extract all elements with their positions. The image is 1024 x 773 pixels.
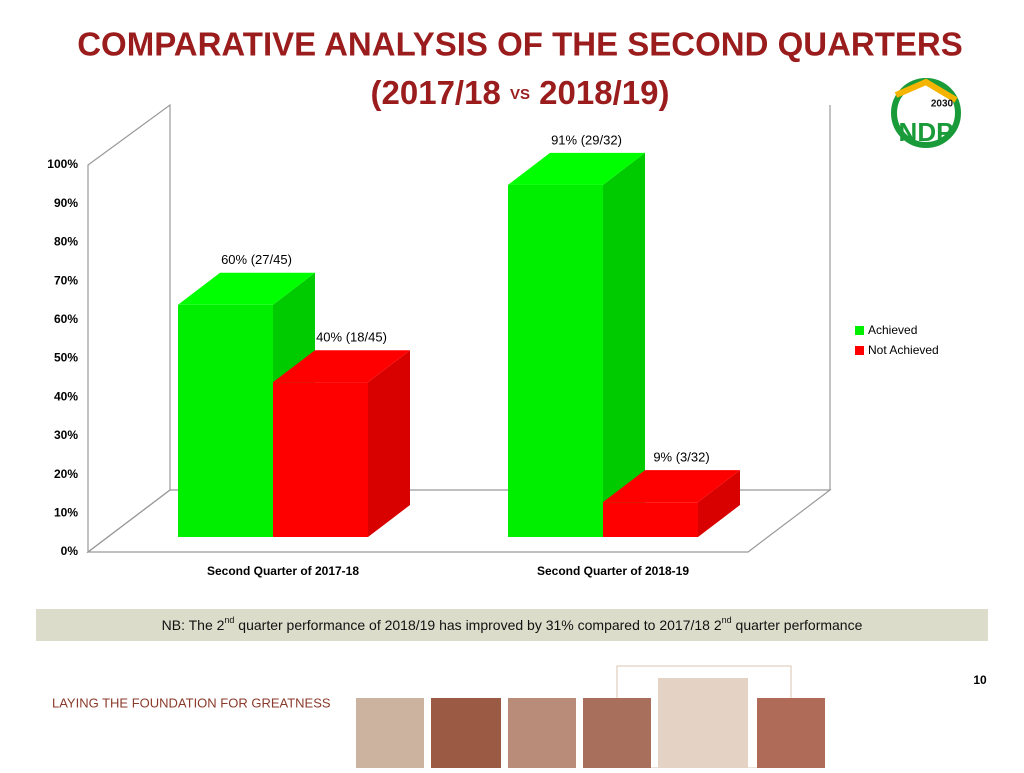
bar [603, 502, 698, 537]
note-sup: nd [224, 615, 234, 625]
chart-frame [86, 103, 832, 554]
logo-text: NDP [899, 117, 954, 147]
footer-images [356, 665, 825, 769]
title-line: COMPARATIVE ANALYSIS OF THE SECOND QUART… [77, 26, 963, 63]
footer-image [508, 698, 576, 768]
note-box [36, 609, 988, 641]
bar-top [508, 152, 645, 185]
title-part: (2017/18 [371, 74, 501, 111]
legend-label: Achieved [868, 323, 917, 337]
value-label: 9% (3/32) [653, 450, 709, 465]
note-text: quarter performance of 2018/19 has impro… [234, 617, 721, 633]
page-number: 10 [973, 673, 987, 687]
footer: LAYING THE FOUNDATION FOR GREATNESS [52, 695, 331, 710]
legend-swatch [855, 346, 864, 355]
y-tick-label: 30% [54, 428, 78, 442]
y-tick-label: 80% [54, 235, 78, 249]
logo-arc [894, 78, 958, 103]
footer-image [583, 698, 651, 768]
title-part: 2018/19) [539, 74, 669, 111]
footer-image [431, 698, 501, 768]
side-wall [87, 103, 171, 554]
bar-top [273, 350, 410, 383]
y-tick-label: 0% [61, 544, 79, 558]
y-tick-label: 20% [54, 467, 78, 481]
value-label: 40% (18/45) [316, 330, 387, 345]
y-tick-label: 70% [54, 273, 78, 287]
value-label: 60% (27/45) [221, 252, 292, 267]
note-text: quarter performance [732, 617, 863, 633]
y-tick-label: 90% [54, 196, 78, 210]
plot: 0% 10% 20% 30% 40% 50% 60% 70% 80% 90% 100% Second … [47, 132, 938, 578]
bar [273, 382, 368, 537]
title-vs: VS [510, 86, 530, 103]
value-label: 91% (29/32) [551, 132, 622, 147]
bar [508, 184, 603, 537]
y-tick-label: 100% [47, 157, 78, 171]
bar-top [603, 470, 740, 503]
footer-image [356, 698, 424, 768]
note: NB: The 2nd quarter performance of 2018/… [162, 615, 863, 632]
y-tick-label: 50% [54, 351, 78, 365]
bar-side [368, 350, 410, 537]
note-text: NB: The 2 [162, 617, 225, 633]
y-tick-label: 60% [54, 312, 78, 326]
legend-label: Not Achieved [868, 343, 939, 357]
title-line: (2017/18 VS 2018/19) [371, 74, 670, 111]
note-sup: nd [722, 615, 732, 625]
bar [178, 304, 273, 537]
bar-top [178, 272, 315, 305]
y-tick-label: 40% [54, 389, 78, 403]
legend-swatch [855, 326, 864, 335]
logo: 2030 NDP [891, 78, 961, 148]
footer-image [658, 678, 748, 768]
x-tick-label: Second Quarter of 2018-19 [537, 564, 689, 578]
bar-side [698, 470, 740, 537]
x-tick-label: Second Quarter of 2017-18 [207, 564, 359, 578]
y-tick-label: 10% [54, 505, 78, 519]
footer-image [757, 698, 825, 768]
bar-side [603, 152, 645, 537]
logo-year: 2030 [931, 99, 954, 110]
